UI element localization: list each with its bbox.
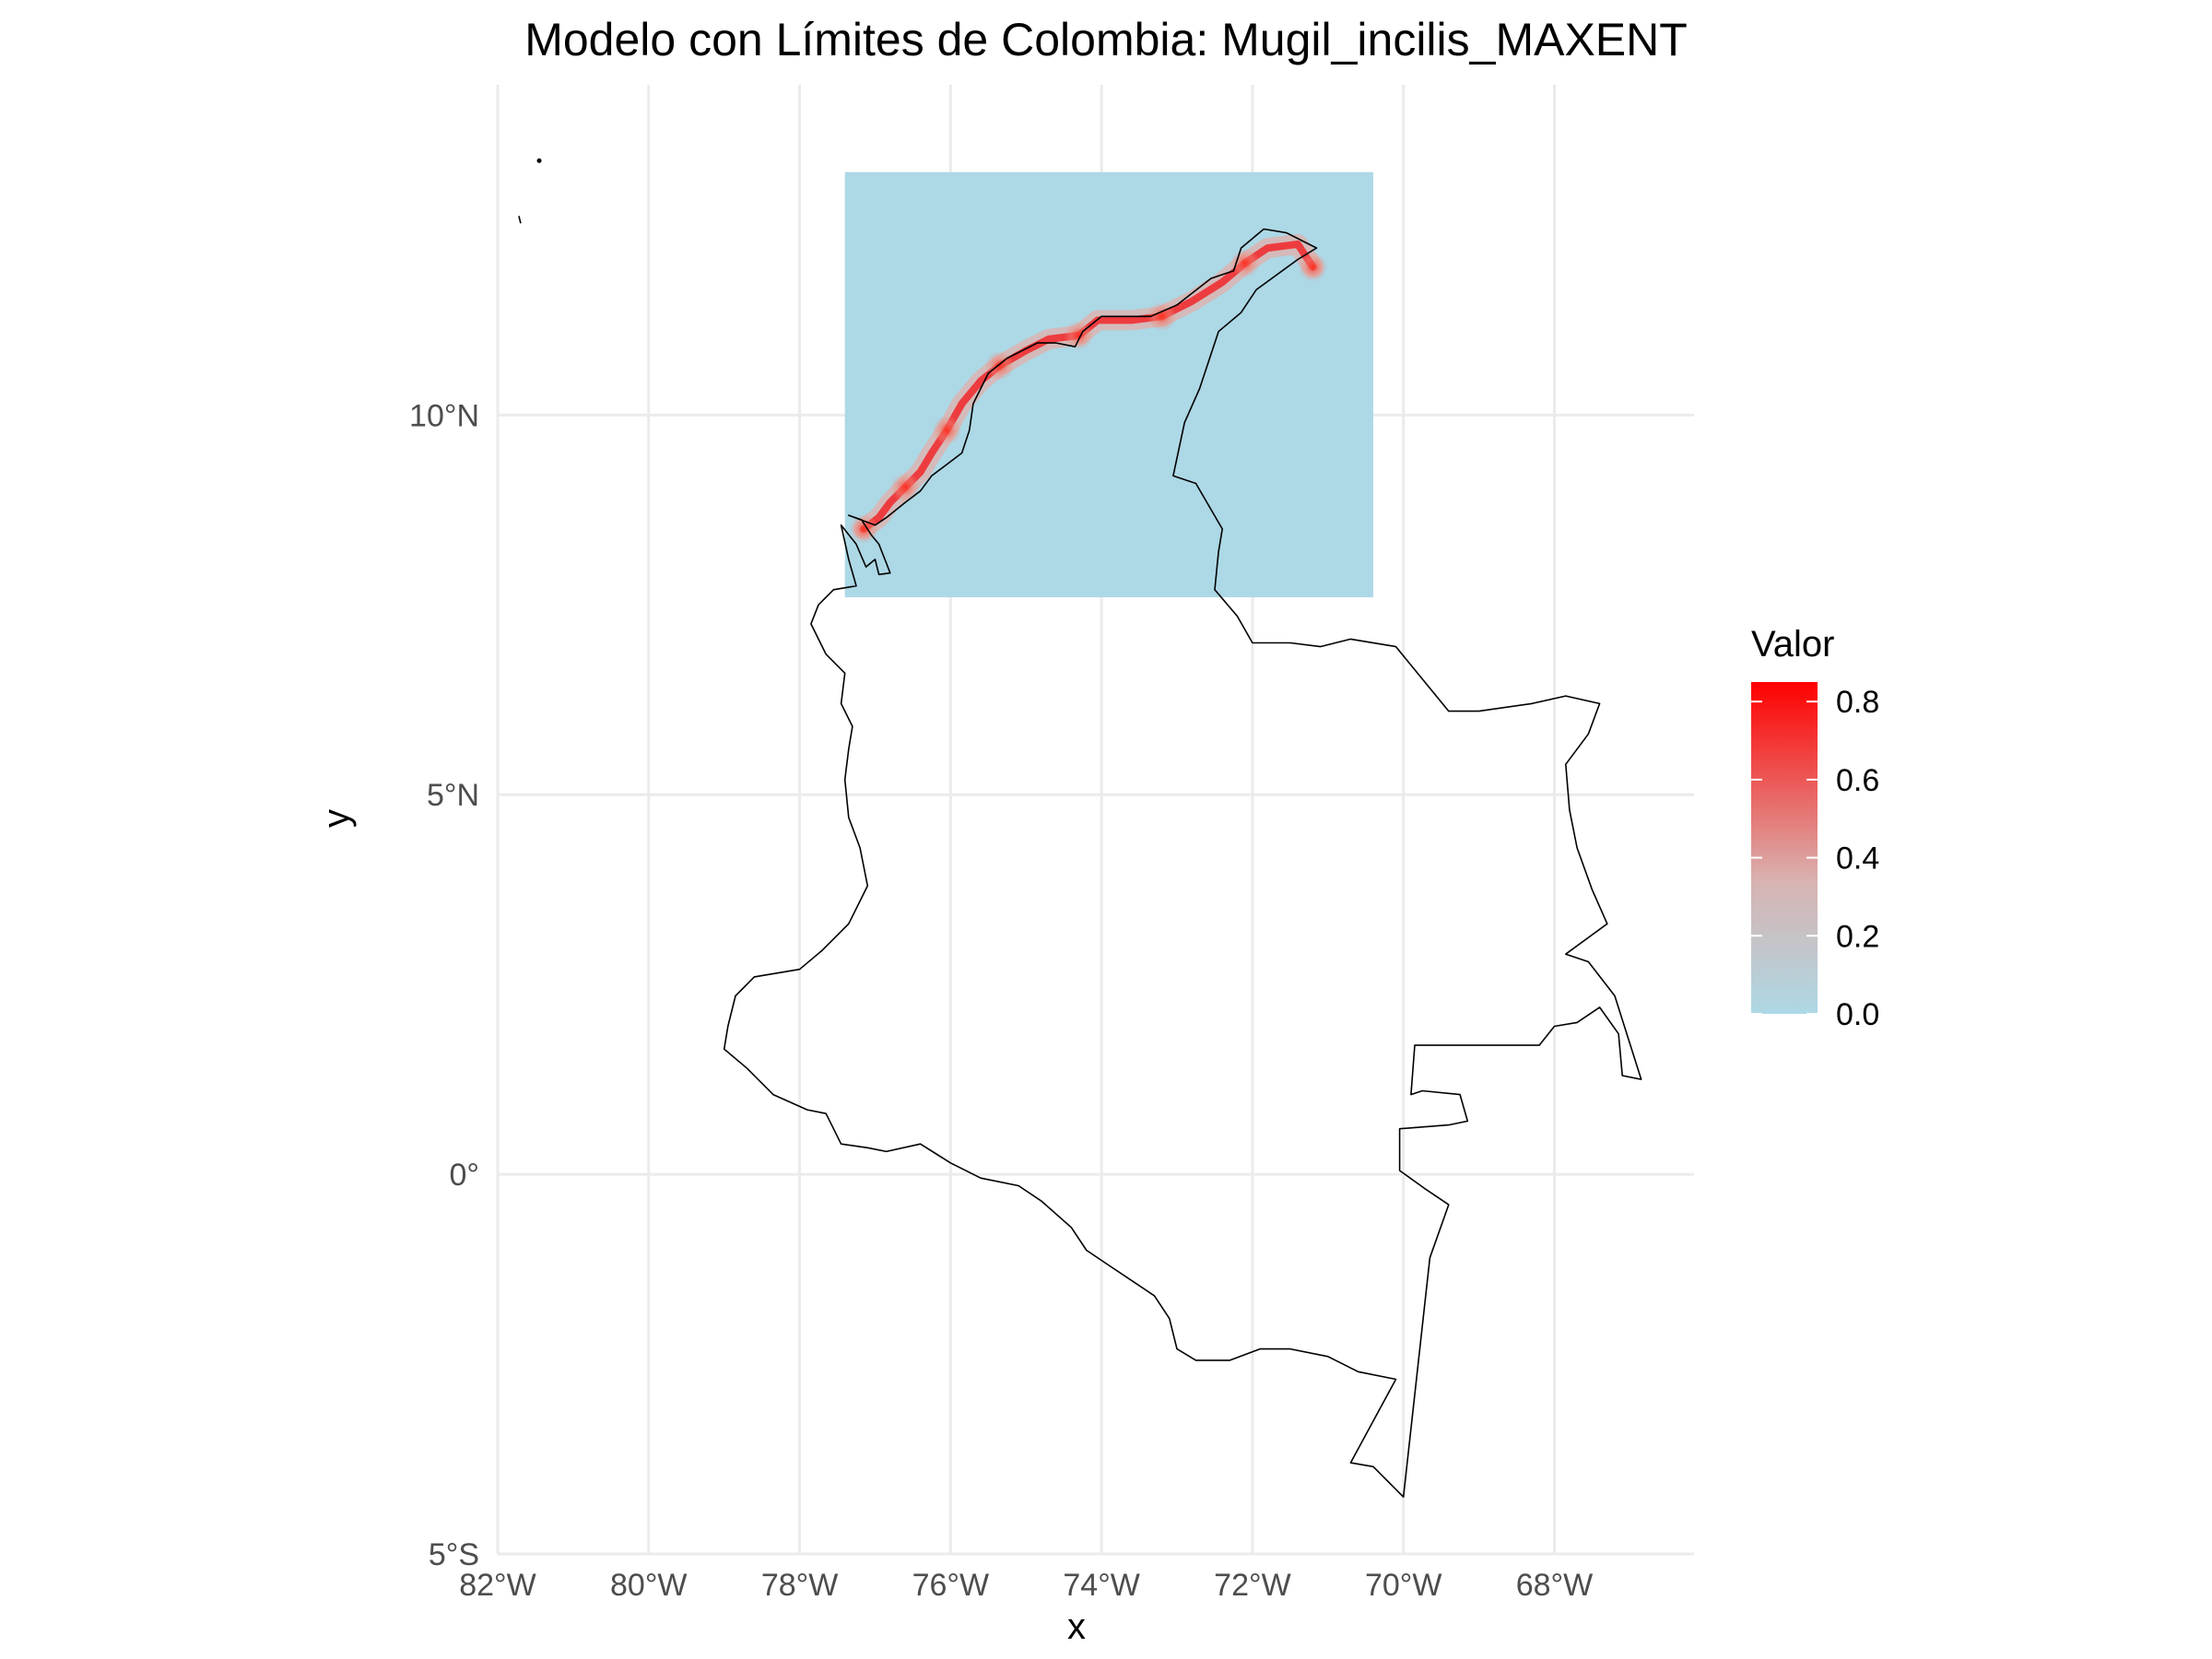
legend-tick-label: 0.6 [1836,763,1879,798]
coast-hotspot [1230,248,1260,278]
x-tick-label: 78°W [761,1568,839,1603]
colombia-border [518,158,1642,1498]
legend-ticks: 0.8 0.6 0.4 0.2 0.0 [1751,685,1879,1032]
colombia-border-line [723,228,1642,1498]
coast-hotspot [1298,252,1328,282]
island-san-andres [518,216,522,224]
x-tick-label: 74°W [1063,1568,1140,1603]
map-title: Modelo con Límites de Colombia: Mugil_in… [524,14,1688,65]
coast-hotspot [932,415,962,445]
legend-tick-label: 0.4 [1836,841,1879,877]
island-providencia [536,158,542,163]
x-tick-label: 80°W [610,1568,688,1603]
y-axis-title: y [316,809,357,828]
legend: Valor 0.8 0.6 0.4 0.2 0.0 [1751,624,1879,1032]
x-tick-label: 72°W [1214,1568,1291,1603]
x-tick-label: 70°W [1365,1568,1442,1603]
legend-colorbar [1751,682,1818,1014]
x-tick-label: 82°W [459,1568,536,1603]
x-tick-label: 76°W [912,1568,990,1603]
x-axis-ticks: 82°W 80°W 78°W 76°W 74°W 72°W 70°W 68°W [459,1568,1593,1603]
legend-tick-label: 0.2 [1836,919,1879,954]
x-axis-title: x [1067,1606,1086,1647]
y-tick-label: 5°N [427,778,479,813]
legend-tick-label: 0.8 [1836,685,1879,720]
coast-hotspot [849,513,879,544]
y-tick-label: 10°N [409,398,479,433]
legend-title: Valor [1751,624,1834,665]
coast-hotspot [984,350,1015,381]
x-tick-label: 68°W [1516,1568,1594,1603]
legend-tick-label: 0.0 [1836,997,1879,1032]
coast-hotspot [890,472,921,502]
y-tick-label: 5°S [429,1537,479,1572]
y-axis-ticks: 10°N 5°N 0° 5°S [409,398,479,1572]
y-tick-label: 0° [449,1158,479,1193]
